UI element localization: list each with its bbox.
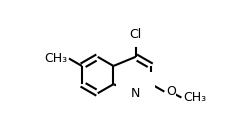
Text: CH₃: CH₃	[183, 91, 206, 104]
Text: CH₃: CH₃	[44, 52, 68, 65]
Text: Cl: Cl	[130, 28, 142, 41]
Text: N: N	[131, 87, 140, 100]
Text: O: O	[166, 85, 176, 98]
